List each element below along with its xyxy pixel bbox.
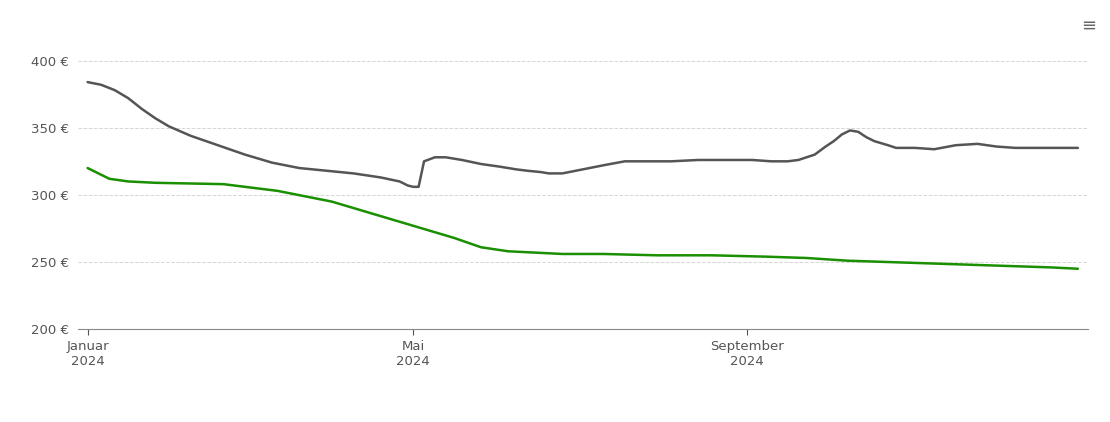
Text: ≡: ≡ (1081, 17, 1097, 35)
